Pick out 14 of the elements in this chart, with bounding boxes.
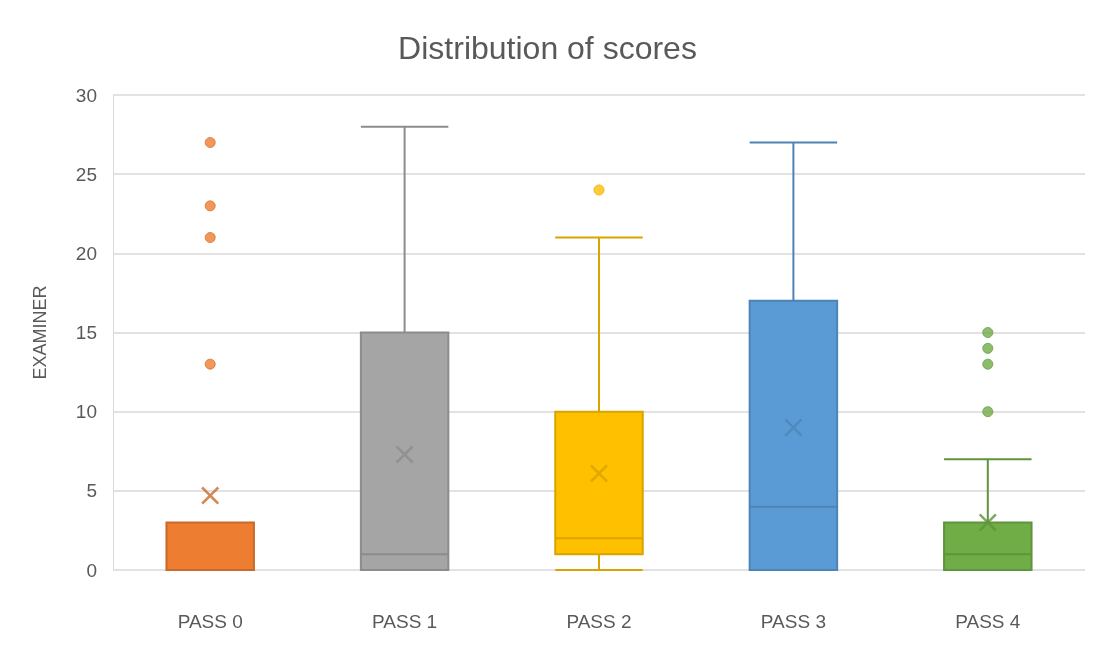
x-tick-label: PASS 1: [372, 611, 438, 632]
x-tick-label: PASS 4: [955, 611, 1021, 632]
y-tick-label: 15: [75, 322, 97, 343]
y-tick-label: 25: [75, 163, 97, 185]
x-tick-label: PASS 2: [566, 611, 632, 632]
y-tick-label: 5: [86, 480, 97, 502]
x-tick-label: PASS 3: [760, 611, 826, 632]
y-tick-label: 0: [86, 559, 97, 581]
y-tick-label: 30: [75, 84, 97, 106]
x-tick-label: PASS 0: [177, 611, 243, 632]
y-tick-label: 20: [75, 242, 97, 264]
y-tick-label: 10: [75, 401, 97, 423]
y-axis-title: EXAMINER: [30, 285, 50, 380]
chart-title: Distribution of scores: [398, 30, 697, 66]
